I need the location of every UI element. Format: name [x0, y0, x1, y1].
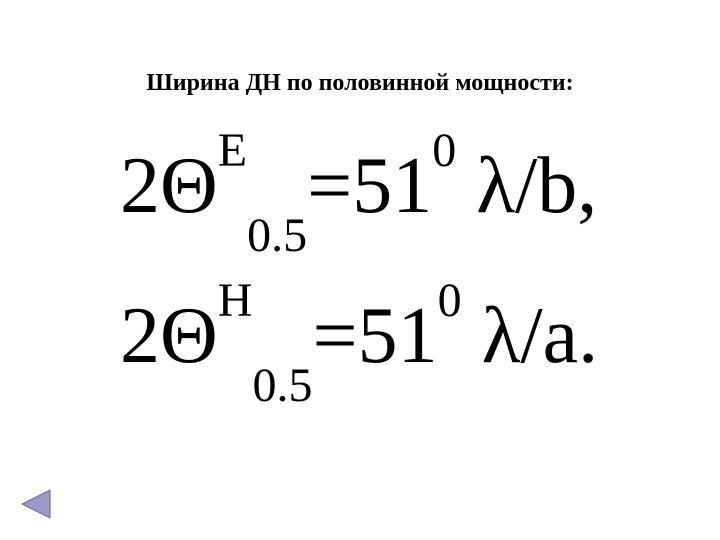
value-51: 51: [352, 142, 432, 230]
subscript-05: 0.5: [252, 359, 312, 412]
space: [456, 142, 476, 230]
coef: 2: [120, 142, 160, 230]
theta-symbol: Θ: [160, 292, 218, 380]
coef: 2: [120, 292, 160, 380]
value-51: 51: [358, 292, 438, 380]
formula-h-plane: 2ΘH0.5=510 λ/a.: [120, 295, 598, 388]
equals: =: [312, 292, 357, 380]
equals: =: [307, 142, 352, 230]
tail-b: /b,: [515, 142, 597, 230]
subscript-05: 0.5: [247, 209, 307, 262]
back-arrow-icon: [18, 486, 54, 522]
superscript-e: E: [218, 124, 247, 177]
degree-sup: 0: [438, 274, 462, 327]
back-button[interactable]: [18, 486, 54, 522]
tail-a: /a.: [520, 292, 598, 380]
degree-sup: 0: [432, 124, 456, 177]
superscript-h: H: [218, 274, 253, 327]
lambda-symbol: λ: [476, 142, 515, 230]
lambda-symbol: λ: [482, 292, 521, 380]
theta-symbol: Θ: [160, 142, 218, 230]
space: [462, 292, 482, 380]
formula-e-plane: 2ΘE0.5=510 λ/b,: [120, 145, 597, 238]
slide-title: Ширина ДН по половинной мощности:: [146, 70, 573, 97]
